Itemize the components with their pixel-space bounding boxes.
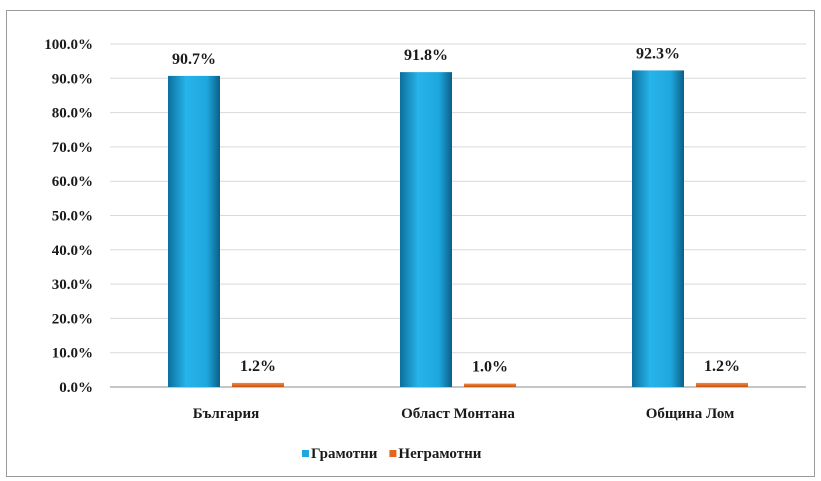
y-tick-label: 0.0% [59, 380, 93, 396]
data-label: 92.3% [636, 45, 680, 62]
y-tick-label: 70.0% [52, 140, 93, 156]
bar-illiterate [232, 382, 284, 387]
y-tick-label: 30.0% [52, 277, 93, 293]
data-label: 91.8% [404, 47, 448, 64]
category-label: Община Лом [646, 406, 735, 422]
y-tick-label: 20.0% [52, 311, 93, 327]
category-label: България [193, 406, 260, 422]
gridlines [110, 43, 806, 388]
legend-swatch [389, 450, 397, 457]
data-label: 90.7% [172, 51, 216, 68]
y-tick-label: 10.0% [52, 346, 93, 362]
category-label: Област Монтана [401, 406, 515, 422]
y-tick-label: 40.0% [52, 243, 93, 259]
legend-swatch [302, 450, 309, 457]
legend-label: Неграмотни [398, 446, 481, 462]
y-axis: 0.0% 10.0% 20.0% 30.0% 40.0% 50.0% 60.0% 70.0% 8… [44, 37, 93, 396]
x-axis: България Област Монтана Община Лом [193, 406, 735, 422]
data-label: 1.2% [704, 358, 740, 375]
bar-illiterate [696, 382, 748, 387]
data-labels: 90.7% 1.2% 91.8% 1.0% 92.3% 1.2% [172, 45, 740, 375]
y-tick-label: 50.0% [52, 209, 93, 225]
y-tick-label: 60.0% [52, 174, 93, 190]
data-label: 1.0% [472, 359, 508, 376]
legend: Грамотни Неграмотни [302, 446, 482, 462]
y-tick-label: 80.0% [52, 106, 93, 122]
bar-illiterate [464, 383, 516, 387]
y-tick-label: 100.0% [44, 37, 93, 53]
y-tick-label: 90.0% [52, 71, 93, 87]
bar-literate [400, 72, 452, 387]
legend-label: Грамотни [311, 446, 378, 462]
data-label: 1.2% [240, 358, 276, 375]
bar-literate [168, 75, 220, 388]
bar-literate [632, 70, 684, 387]
bars [168, 70, 748, 388]
